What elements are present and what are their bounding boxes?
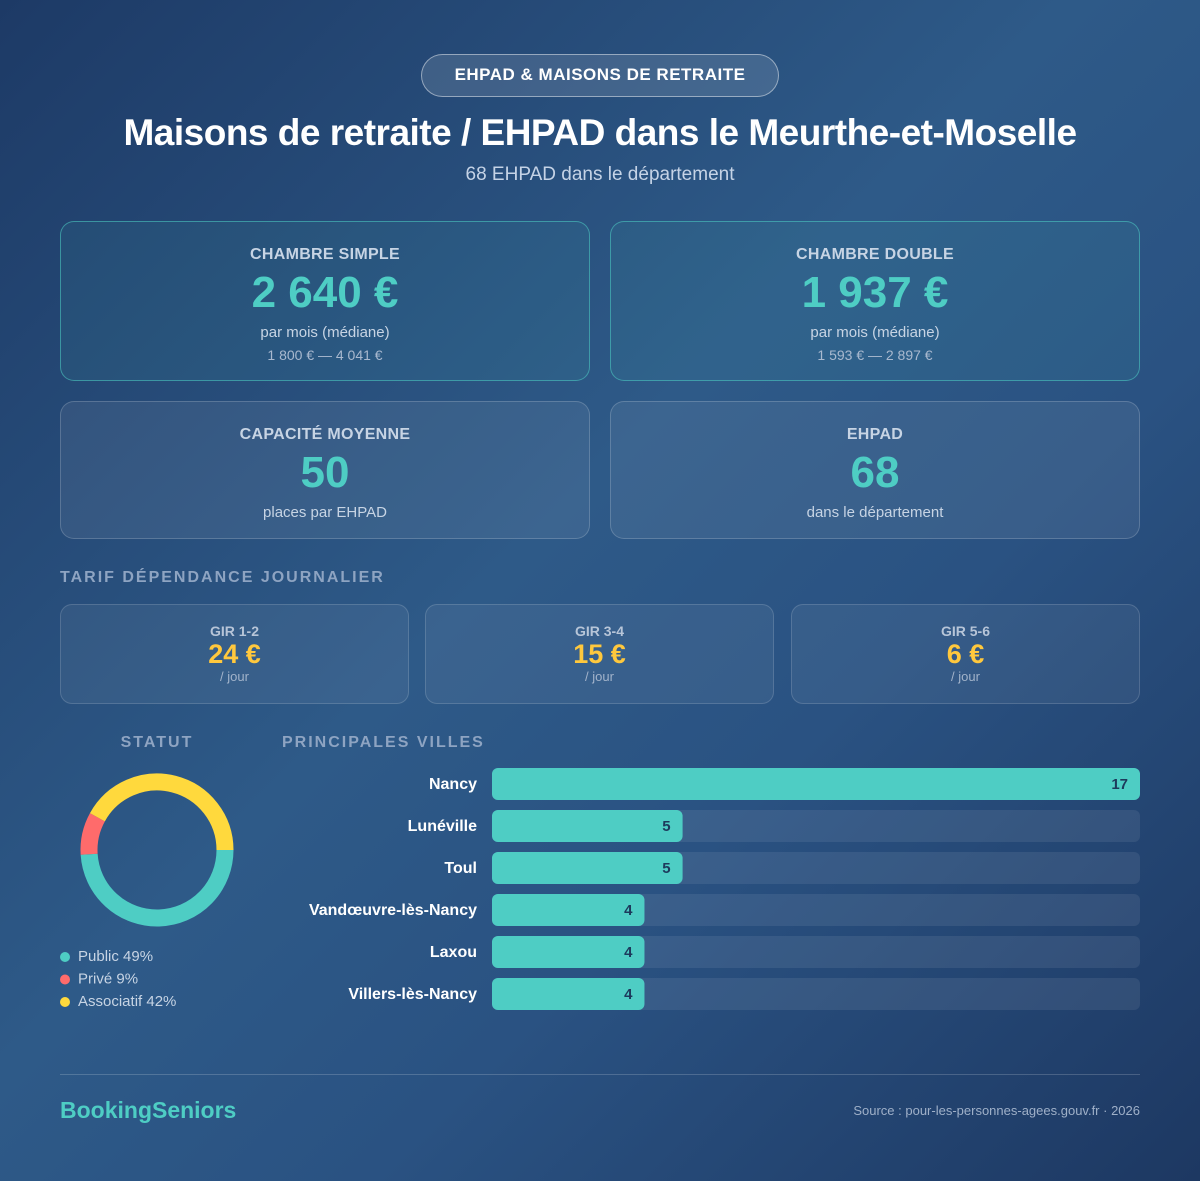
donut-segment (89, 773, 234, 851)
card-range: 1 800 € — 4 041 € (267, 347, 383, 363)
legend-name: Associatif (78, 993, 143, 1010)
card-label: CAPACITÉ MOYENNE (239, 426, 411, 443)
gir-label: GIR 5-6 (940, 623, 990, 639)
stat-card: CHAMBRE SIMPLE 2 640 € par mois (médiane… (60, 221, 590, 381)
legend-dot (60, 974, 70, 985)
card-note: par mois (médiane) (810, 324, 940, 341)
legend-entry: Associatif 42% (78, 993, 176, 1010)
bar (492, 768, 1140, 800)
gir-unit: / jour (220, 669, 249, 684)
bar-value: 4 (624, 986, 633, 1003)
gir-label: GIR 1-2 (209, 623, 259, 639)
card-label: EHPAD (846, 426, 904, 443)
source: Source : pour-les-personnes-agees.gouv.f… (853, 1103, 1140, 1118)
bar-track (492, 936, 1140, 968)
gir-unit: / jour (585, 669, 614, 684)
card-value: 50 (300, 448, 350, 497)
card-note: par mois (médiane) (260, 324, 390, 341)
card-value: 1 937 € (801, 268, 949, 317)
legend-dot (60, 952, 70, 962)
gir-unit: / jour (951, 669, 980, 684)
bar-value: 5 (662, 860, 670, 877)
gir-value: 24 € (208, 639, 261, 669)
gir-card: GIR 5-6 6 € / jour (791, 604, 1140, 704)
stat-card: CAPACITÉ MOYENNE 50 places par EHPAD (60, 401, 590, 539)
legend-name: Public (78, 948, 119, 965)
badge: EHPAD & MAISONS DE RETRAITE (421, 54, 779, 97)
bar-value: 4 (624, 944, 633, 961)
legend-value: 49% (123, 948, 153, 965)
stat-card: EHPAD 68 dans le département (610, 401, 1140, 539)
divider (60, 1074, 1140, 1075)
legend-entry: Privé 9% (78, 970, 138, 987)
gir-card: GIR 1-2 24 € / jour (60, 604, 409, 704)
card-label: CHAMBRE DOUBLE (796, 246, 954, 263)
legend-name: Privé (78, 970, 112, 987)
gir-value: 15 € (573, 639, 626, 669)
gir-label: GIR 3-4 (574, 623, 624, 639)
subtitle: 68 EHPAD dans le département (465, 164, 735, 185)
bar-track (492, 978, 1140, 1010)
section-heading: TARIF DÉPENDANCE JOURNALIER (60, 569, 385, 586)
bar-category: Vandœuvre-lès-Nancy (309, 902, 477, 919)
legend-entry: Public 49% (78, 948, 153, 965)
bar (492, 936, 645, 968)
brand: BookingSeniors (60, 1097, 237, 1123)
card-range: 1 593 € — 2 897 € (817, 347, 933, 363)
card-note: places par EHPAD (263, 504, 387, 521)
bar (492, 978, 645, 1010)
bar (492, 894, 645, 926)
legend-value: 42% (146, 993, 176, 1010)
bar-category: Nancy (429, 776, 477, 793)
bar (492, 852, 683, 884)
chart-title: PRINCIPALES VILLES (282, 734, 485, 751)
gir-value: 6 € (946, 639, 985, 669)
bar-category: Laxou (430, 944, 477, 961)
legend-value: 9% (116, 970, 138, 987)
bar (492, 810, 683, 842)
bar-value: 17 (1111, 776, 1128, 793)
gir-card: GIR 3-4 15 € / jour (425, 604, 774, 704)
card-label: CHAMBRE SIMPLE (250, 246, 400, 263)
card-value: 68 (850, 448, 900, 497)
chart-title: STATUT (121, 734, 194, 751)
bar-value: 5 (662, 818, 670, 835)
legend-dot (60, 997, 70, 1007)
bar-value: 4 (624, 902, 633, 919)
card-note: dans le département (806, 504, 944, 521)
bar-track (492, 894, 1140, 926)
donut-segment (80, 849, 234, 927)
donut-segment (80, 813, 106, 855)
bar-category: Villers-lès-Nancy (348, 986, 477, 1003)
bar-category: Lunéville (408, 818, 477, 835)
card-value: 2 640 € (251, 268, 399, 317)
title: Maisons de retraite / EHPAD dans le Meur… (123, 112, 1077, 153)
stat-card: CHAMBRE DOUBLE 1 937 € par mois (médiane… (610, 221, 1140, 381)
bar-category: Toul (444, 860, 477, 877)
